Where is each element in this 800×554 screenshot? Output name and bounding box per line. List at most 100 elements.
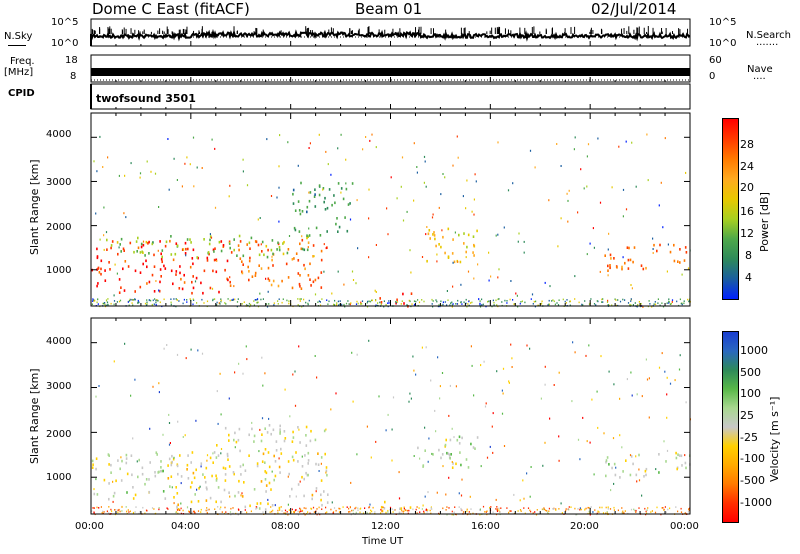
power-cell xyxy=(640,264,643,267)
power-cell xyxy=(581,303,583,306)
power-cell xyxy=(248,241,251,245)
velocity-cell xyxy=(638,468,640,471)
velocity-cell xyxy=(144,512,146,515)
power-cell xyxy=(227,278,229,282)
velocity-cell xyxy=(648,377,650,380)
power-cell xyxy=(155,299,157,302)
velocity-cell xyxy=(299,441,301,444)
velocity-cell xyxy=(665,511,667,513)
power-cell xyxy=(96,284,98,288)
power-cell xyxy=(139,285,142,289)
power-cell xyxy=(113,300,116,302)
velocity-cell xyxy=(197,510,200,512)
power-cell xyxy=(176,299,178,301)
velocity-cell xyxy=(387,511,389,513)
velocity-cell xyxy=(158,391,160,394)
velocity-cell xyxy=(452,462,454,465)
velocity-cell xyxy=(669,507,671,510)
power-cell xyxy=(438,243,440,246)
power-cell xyxy=(154,172,157,175)
power-cell xyxy=(625,208,628,211)
power-cell xyxy=(624,261,626,265)
power-cell xyxy=(227,298,229,300)
velocity-cell xyxy=(253,440,255,443)
velocity-cell xyxy=(107,453,110,456)
velocity-ytick: 2000 xyxy=(46,429,72,440)
velocity-cell xyxy=(331,501,333,504)
power-cell xyxy=(352,279,355,281)
velocity-cell xyxy=(278,506,281,510)
velocity-cell xyxy=(658,453,660,456)
velocity-cell xyxy=(466,508,468,511)
power-cell xyxy=(565,302,567,304)
power-cell xyxy=(231,299,233,301)
power-cell xyxy=(219,303,221,305)
velocity-cell xyxy=(288,472,290,476)
power-cell xyxy=(178,287,181,290)
power-cell xyxy=(268,279,271,282)
power-cell xyxy=(103,206,105,209)
velocity-cell xyxy=(354,507,356,510)
velocity-cell xyxy=(284,437,287,440)
velocity-cell xyxy=(303,494,305,498)
velocity-cell xyxy=(134,378,136,381)
power-cell xyxy=(209,286,212,290)
power-cell xyxy=(438,304,440,306)
power-cell xyxy=(260,298,262,301)
power-cell xyxy=(299,242,301,246)
velocity-cell xyxy=(294,404,297,407)
velocity-cell xyxy=(520,510,522,512)
power-cell xyxy=(368,300,370,303)
power-cell xyxy=(411,303,413,305)
power-cell xyxy=(631,287,633,290)
power-cell xyxy=(107,304,109,306)
power-cell xyxy=(292,188,295,192)
power-cell xyxy=(238,248,240,252)
power-cell xyxy=(213,258,216,262)
power-cell xyxy=(402,219,405,222)
velocity-cell xyxy=(321,508,323,510)
velocity-cell xyxy=(456,438,459,442)
velocity-cell xyxy=(251,427,253,431)
power-cell xyxy=(409,300,411,303)
velocity-cell xyxy=(288,509,290,511)
power-cell xyxy=(147,242,149,245)
velocity-cell xyxy=(435,430,437,433)
power-cell xyxy=(145,240,148,244)
power-cell xyxy=(287,141,289,144)
velocity-cell xyxy=(666,416,668,419)
power-cell xyxy=(299,274,301,277)
power-cell xyxy=(278,246,281,249)
velocity-cell xyxy=(424,426,426,429)
power-cell xyxy=(476,229,478,233)
velocity-cell xyxy=(305,434,307,437)
power-cell xyxy=(673,259,676,263)
velocity-cell xyxy=(446,513,448,516)
velocity-cell xyxy=(230,513,232,516)
velocity-cell xyxy=(160,466,162,469)
velocity-cell xyxy=(467,466,470,469)
power-cell xyxy=(184,241,187,245)
velocity-cell xyxy=(352,509,354,512)
power-cell xyxy=(286,299,288,302)
velocity-cell xyxy=(262,384,264,387)
power-cell xyxy=(314,293,317,296)
velocity-cell xyxy=(301,509,304,512)
velocity-cell xyxy=(229,511,232,513)
power-cell xyxy=(334,304,336,306)
velocity-cell xyxy=(198,487,200,490)
power-cell xyxy=(481,304,483,306)
velocity-cell xyxy=(264,470,266,473)
velocity-cell xyxy=(661,507,663,509)
velocity-cell xyxy=(634,509,636,512)
velocity-cell xyxy=(480,364,482,367)
velocity-cell xyxy=(261,417,264,420)
velocity-panel-border xyxy=(90,317,691,515)
velocity-cell xyxy=(320,462,322,465)
power-cell xyxy=(163,264,165,268)
power-cell xyxy=(343,283,345,286)
velocity-cell xyxy=(352,400,354,403)
power-colorbar xyxy=(722,118,739,300)
velocity-cell xyxy=(325,466,328,469)
velocity-cell xyxy=(482,505,485,508)
